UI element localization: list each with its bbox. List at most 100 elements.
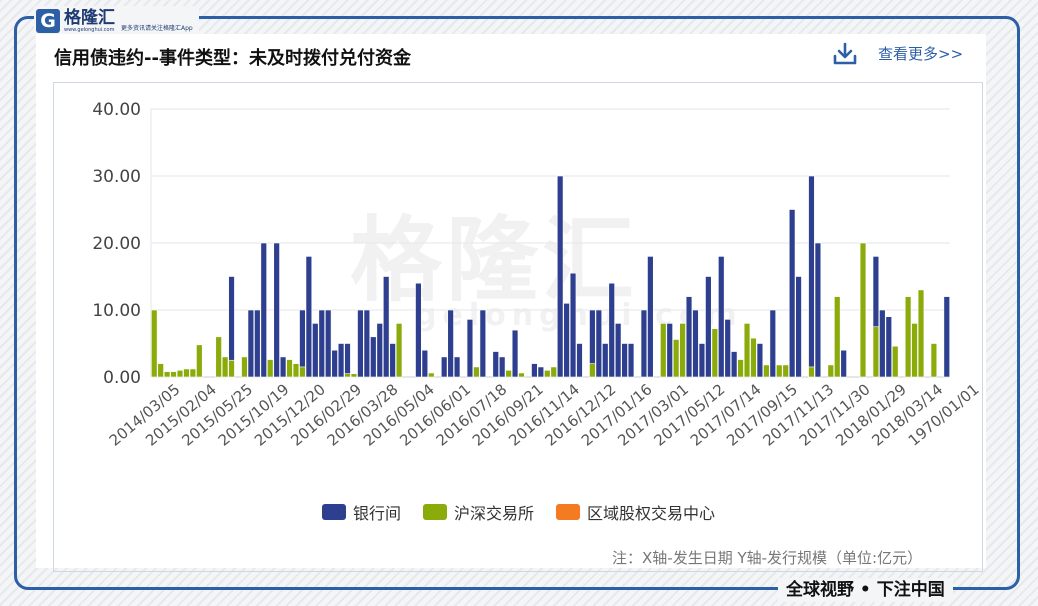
bar-exchange (776, 364, 783, 378)
bar-interbank (531, 363, 538, 378)
bar-interbank (453, 356, 461, 378)
legend-item-exchange[interactable]: 沪深交易所 (423, 500, 534, 524)
legend-label-interbank: 银行间 (353, 504, 402, 523)
bar-interbank (879, 309, 886, 378)
bar-interbank (537, 366, 545, 378)
bar-exchange (221, 356, 229, 378)
bar-interbank (466, 319, 474, 378)
download-icon[interactable] (832, 42, 858, 66)
bar-exchange (151, 309, 158, 378)
bar-interbank (357, 309, 364, 378)
bar-exchange (350, 373, 358, 378)
bar-exchange (292, 363, 300, 378)
bar-exchange (163, 371, 171, 378)
bar-exchange (550, 366, 557, 378)
y-tick-label: 0.00 (103, 368, 141, 388)
bar-exchange (827, 364, 834, 378)
bar-exchange (859, 242, 867, 378)
bar-exchange (183, 368, 190, 378)
bar-interbank (279, 356, 287, 378)
bar-interbank (602, 343, 609, 378)
bar-exchange (286, 359, 293, 378)
bar-interbank (576, 343, 583, 378)
bar-interbank (556, 175, 564, 378)
bar-exchange (170, 371, 177, 378)
bar-interbank (814, 242, 822, 378)
bar-exchange (176, 369, 184, 378)
bar-exchange (344, 373, 351, 378)
bar-exchange (782, 364, 789, 378)
bar-exchange (473, 366, 480, 378)
bar-interbank (608, 282, 615, 378)
bar-interbank (305, 256, 313, 378)
bar-exchange (892, 345, 899, 378)
bar-interbank (840, 349, 847, 378)
bar-exchange (157, 363, 164, 378)
logo-name: 格隆汇 (64, 7, 115, 28)
axis-note: 注：X轴-发生日期 Y轴-发行规模（单位:亿元） (612, 549, 923, 567)
bar-interbank (718, 256, 725, 378)
y-tick-label: 30.00 (92, 167, 141, 187)
bar-exchange (672, 339, 680, 378)
plot-area-border (53, 82, 983, 572)
logo-slogan: 更多资讯请关注格隆汇App (121, 24, 193, 32)
bar-interbank (440, 356, 448, 378)
view-more-link[interactable]: 查看更多>> (878, 45, 964, 63)
bar-exchange (743, 323, 751, 378)
bar-interbank (247, 309, 255, 378)
watermark: 格隆汇 (350, 207, 639, 314)
y-tick-label: 40.00 (92, 100, 141, 120)
y-tick-label: 10.00 (92, 301, 141, 321)
bar-interbank (614, 323, 622, 378)
bar-exchange (505, 369, 512, 378)
bar-exchange (267, 359, 274, 378)
bar-exchange (395, 323, 403, 378)
bar-interbank (569, 272, 577, 378)
bar-interbank (447, 309, 454, 378)
bar-interbank (730, 351, 738, 378)
bar-interbank (943, 296, 950, 378)
bar-exchange (911, 323, 918, 378)
bar-exchange (808, 366, 815, 378)
logo-url: www.gelonghui.com (64, 26, 115, 33)
bar-interbank (389, 343, 396, 378)
bar-interbank (647, 256, 654, 378)
legend-item-regional[interactable]: 区域股权交易中心 (556, 500, 715, 524)
bar-exchange (904, 296, 912, 378)
bar-interbank (666, 323, 673, 378)
bar-interbank (479, 309, 487, 378)
bar-exchange (544, 369, 551, 378)
bar-interbank (756, 343, 764, 378)
bar-exchange (215, 336, 222, 378)
bar-interbank (312, 323, 319, 378)
bar-interbank (885, 316, 892, 378)
bar-interbank (254, 309, 261, 378)
bar-interbank (370, 336, 377, 378)
bar-exchange (679, 323, 686, 378)
bar-exchange (196, 344, 203, 378)
bar-exchange (228, 359, 235, 378)
logo-mark: G (36, 9, 60, 33)
bar-exchange (930, 343, 938, 378)
bar-interbank (595, 309, 603, 378)
bar-exchange (241, 356, 248, 378)
bar-interbank (640, 309, 648, 378)
bar-exchange (518, 372, 525, 378)
bar-interbank (627, 343, 635, 378)
legend-label-regional: 区域股权交易中心 (587, 504, 716, 523)
bar-exchange (589, 363, 596, 378)
bar-interbank (331, 349, 338, 378)
legend-swatch-exchange (423, 504, 448, 520)
outer-frame (14, 16, 1020, 590)
bar-exchange (872, 326, 880, 378)
bottom-slogan: 全球视野 • 下注中国 (778, 578, 953, 602)
y-tick-label: 20.00 (92, 234, 141, 254)
bar-interbank (273, 242, 280, 378)
bar-interbank (415, 282, 422, 378)
legend-item-interbank[interactable]: 银行间 (322, 500, 401, 524)
legend-swatch-interbank (322, 504, 346, 520)
bar-interbank (376, 323, 383, 378)
bar-interbank (698, 343, 706, 378)
bar-interbank (769, 309, 777, 378)
bar-interbank (705, 276, 712, 378)
